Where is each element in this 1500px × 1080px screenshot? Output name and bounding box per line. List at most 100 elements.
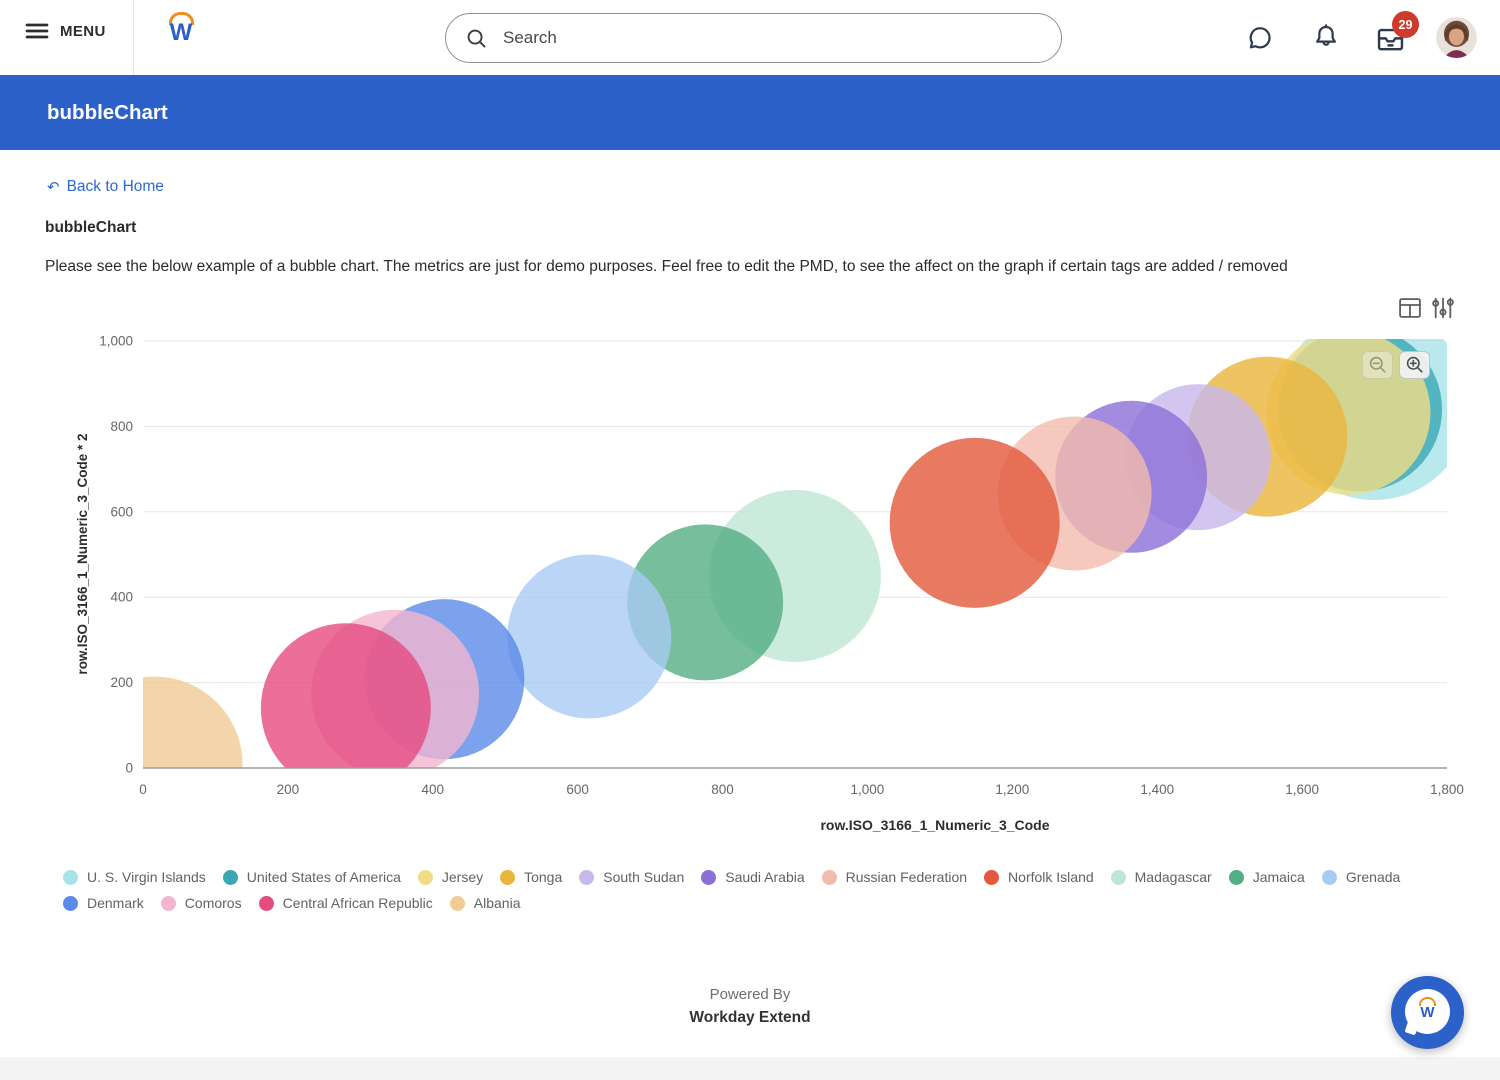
legend-item-u-s-virgin-islands[interactable]: U. S. Virgin Islands — [63, 869, 206, 885]
zoom-out-icon — [1369, 356, 1386, 373]
legend-item-central-african-republic[interactable]: Central African Republic — [258, 895, 433, 911]
bottom-strip — [0, 1057, 1500, 1080]
legend-swatch — [417, 869, 433, 885]
legend-item-tonga[interactable]: Tonga — [500, 869, 562, 885]
menu-label: MENU — [60, 22, 106, 40]
bell-icon — [1316, 24, 1336, 46]
search-input[interactable]: Search — [445, 13, 1062, 63]
legend-label: United States of America — [246, 869, 401, 885]
legend-item-jersey[interactable]: Jersey — [417, 869, 484, 885]
legend-swatch — [63, 869, 78, 885]
sliders-icon — [1432, 297, 1454, 319]
top-bar: MENU W Search — [0, 0, 1500, 75]
legend-label: Tonga — [524, 869, 563, 885]
legend-label: Jersey — [441, 869, 484, 885]
legend-swatch — [449, 895, 465, 911]
legend-label: Albania — [473, 895, 521, 911]
workday-extend-label: Workday Extend — [689, 1009, 811, 1026]
x-tick-label: 400 — [422, 782, 445, 797]
back-arrow-icon: ↶ — [47, 178, 60, 196]
workday-logo-letter: W — [169, 19, 193, 46]
x-tick-label: 600 — [566, 782, 589, 797]
search-icon — [467, 29, 486, 47]
y-tick-label: 800 — [110, 419, 133, 434]
section-heading: bubbleChart — [45, 219, 137, 236]
notifications-button[interactable] — [1312, 23, 1340, 51]
chart-toolbar — [1398, 296, 1455, 320]
legend-item-madagascar[interactable]: Madagascar — [1110, 869, 1212, 885]
legend-swatch — [1228, 869, 1244, 885]
powered-by-footer: Powered By Workday Extend — [0, 986, 1500, 1027]
x-tick-label: 200 — [277, 782, 300, 797]
fab-logo-arc-icon — [1419, 997, 1436, 1006]
inbox-button[interactable] — [1375, 25, 1406, 53]
bubble-group — [67, 339, 1447, 835]
legend-label: Central African Republic — [282, 895, 433, 911]
legend-label: Russian Federation — [845, 869, 968, 885]
y-axis-title: row.ISO_3166_1_Numeric_3_Code * 2 — [75, 433, 90, 674]
bubble-grenada[interactable] — [507, 554, 672, 719]
x-tick-label: 1,400 — [1140, 782, 1174, 797]
zoom-in-icon — [1406, 356, 1423, 373]
page-title: bubbleChart — [47, 100, 168, 124]
avatar[interactable] — [1436, 17, 1477, 58]
y-tick-label: 400 — [110, 590, 133, 605]
legend-label: Comoros — [184, 895, 242, 911]
workday-logo[interactable]: W — [165, 12, 197, 46]
legend-swatch — [1110, 869, 1126, 885]
bubble-norfolk-island[interactable] — [889, 437, 1060, 608]
legend-label: Denmark — [87, 895, 144, 911]
legend-swatch — [1321, 869, 1337, 885]
legend-item-denmark[interactable]: Denmark — [63, 895, 144, 911]
legend-item-south-sudan[interactable]: South Sudan — [579, 869, 684, 885]
table-view-button[interactable] — [1398, 296, 1422, 320]
chat-button[interactable] — [1246, 24, 1274, 52]
chat-icon — [1249, 27, 1271, 49]
y-tick-label: 0 — [125, 761, 133, 776]
legend-label: Norfolk Island — [1008, 869, 1094, 885]
workday-assistant-fab[interactable]: W — [1391, 976, 1464, 1049]
fab-logo-letter: W — [1420, 1004, 1435, 1021]
inbox-badge[interactable]: 29 — [1392, 11, 1419, 38]
y-tick-label: 600 — [110, 504, 133, 519]
search-placeholder: Search — [503, 28, 557, 47]
x-axis-title: row.ISO_3166_1_Numeric_3_Code — [820, 817, 1049, 833]
legend-swatch — [984, 869, 1000, 885]
chart-legend: U. S. Virgin Islands United States of Ame… — [63, 869, 1463, 921]
legend-swatch — [222, 869, 238, 885]
bubble-albania[interactable] — [67, 676, 243, 835]
legend-row-1: U. S. Virgin Islands United States of Ame… — [63, 869, 1463, 885]
legend-item-saudi-arabia[interactable]: Saudi Arabia — [701, 869, 805, 885]
chart-settings-button[interactable] — [1431, 296, 1455, 320]
x-tick-label: 800 — [711, 782, 734, 797]
legend-item-united-states-of-america[interactable]: United States of America — [222, 869, 401, 885]
legend-swatch — [258, 895, 274, 911]
chart-description: Please see the below example of a bubble… — [45, 258, 1288, 275]
workday-logo-arc-icon — [168, 12, 194, 25]
y-tick-label: 1,000 — [99, 334, 133, 349]
x-tick-label: 1,600 — [1285, 782, 1319, 797]
x-tick-label: 1,200 — [995, 782, 1029, 797]
x-tick-label: 1,800 — [1430, 782, 1464, 797]
x-tick-label: 1,000 — [851, 782, 885, 797]
legend-label: South Sudan — [603, 869, 685, 885]
legend-swatch — [579, 869, 595, 885]
legend-swatch — [500, 869, 516, 885]
legend-item-norfolk-island[interactable]: Norfolk Island — [984, 869, 1094, 885]
legend-item-russian-federation[interactable]: Russian Federation — [821, 869, 968, 885]
back-to-home-link[interactable]: ↶ Back to Home — [47, 178, 164, 196]
zoom-out-button[interactable] — [1362, 351, 1393, 379]
y-tick-label: 200 — [110, 675, 133, 690]
legend-swatch — [701, 869, 717, 885]
legend-swatch — [160, 895, 176, 911]
legend-item-albania[interactable]: Albania — [449, 895, 521, 911]
legend-item-jamaica[interactable]: Jamaica — [1228, 869, 1305, 885]
bubble-central-african-republic[interactable] — [260, 623, 431, 793]
legend-label: Madagascar — [1134, 869, 1212, 885]
legend-swatch — [63, 895, 78, 911]
legend-item-grenada[interactable]: Grenada — [1321, 869, 1400, 885]
divider — [133, 0, 134, 75]
zoom-in-button[interactable] — [1399, 351, 1430, 379]
menu-button[interactable]: MENU — [25, 21, 106, 41]
legend-item-comoros[interactable]: Comoros — [160, 895, 242, 911]
